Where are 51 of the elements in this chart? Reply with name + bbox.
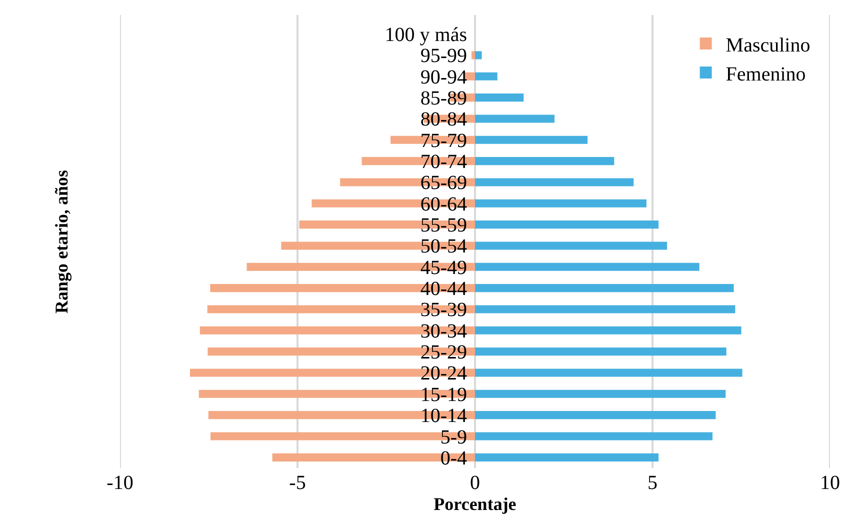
bar bbox=[475, 51, 482, 60]
y-tick-label: 85-89 bbox=[420, 88, 467, 110]
y-tick-label: 20-24 bbox=[420, 362, 467, 385]
y-tick-label: 80-84 bbox=[420, 108, 467, 131]
x-tick-label: 0 bbox=[470, 472, 480, 494]
bar bbox=[475, 72, 498, 80]
bar bbox=[475, 220, 659, 229]
y-tick-label: 55-59 bbox=[420, 214, 467, 237]
bar bbox=[475, 305, 736, 314]
x-tick-label: -10 bbox=[106, 472, 134, 494]
y-tick-label: 35-39 bbox=[420, 299, 467, 322]
bar bbox=[475, 157, 614, 166]
bar bbox=[475, 94, 524, 102]
bar bbox=[475, 326, 742, 334]
x-tick-label: 5 bbox=[648, 472, 658, 494]
y-tick-label: 10-14 bbox=[420, 405, 467, 428]
bar bbox=[475, 284, 734, 292]
y-tick-label: 70-74 bbox=[420, 151, 467, 174]
legend-label: Femenino bbox=[726, 63, 806, 86]
bar bbox=[475, 368, 742, 377]
x-axis-title: Porcentaje bbox=[434, 494, 516, 514]
bar bbox=[475, 199, 646, 208]
bar bbox=[475, 178, 634, 186]
y-tick-label: 65-69 bbox=[420, 172, 467, 194]
bar bbox=[475, 136, 588, 144]
bar bbox=[475, 114, 555, 123]
y-tick-label: 40-44 bbox=[420, 278, 467, 300]
y-tick-label: 25-29 bbox=[420, 342, 467, 364]
y-tick-label: 90-94 bbox=[420, 66, 467, 88]
y-tick-label: 100 y más bbox=[384, 24, 468, 46]
y-tick-label: 50-54 bbox=[420, 236, 467, 258]
y-tick-label: 15-19 bbox=[420, 384, 467, 406]
bar bbox=[475, 432, 712, 440]
y-tick-label: 0-4 bbox=[440, 447, 467, 470]
y-tick-label: 30-34 bbox=[420, 320, 467, 342]
y-tick-label: 5-9 bbox=[440, 426, 467, 448]
bar bbox=[475, 348, 726, 356]
bar bbox=[475, 242, 668, 250]
y-tick-label: 60-64 bbox=[420, 193, 467, 216]
x-tick-label: 10 bbox=[820, 472, 840, 494]
y-tick-label: 75-79 bbox=[420, 130, 467, 152]
y-tick-label: 45-49 bbox=[420, 256, 467, 279]
x-tick-label: -5 bbox=[289, 472, 306, 494]
legend-label: Masculino bbox=[726, 34, 810, 56]
bar bbox=[475, 262, 700, 271]
y-axis-title: Rango etario, años bbox=[52, 170, 72, 314]
bar bbox=[475, 453, 659, 462]
bar bbox=[471, 51, 475, 60]
bar bbox=[475, 411, 716, 420]
y-tick-label: 95-99 bbox=[420, 45, 467, 68]
bar bbox=[475, 390, 726, 398]
